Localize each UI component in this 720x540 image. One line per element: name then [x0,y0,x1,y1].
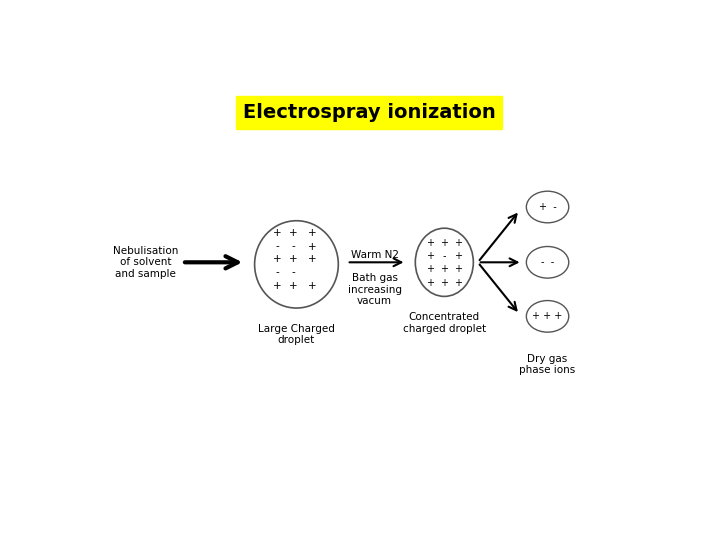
Text: +: + [454,238,462,248]
Text: -: - [443,251,446,261]
Text: +: + [307,254,316,265]
Text: +: + [441,265,449,274]
Text: -: - [292,267,295,277]
Text: +: + [426,251,434,261]
Text: -: - [275,241,279,252]
Text: +: + [426,278,434,288]
Text: +: + [441,238,449,248]
Text: +: + [289,228,298,238]
Text: +: + [426,238,434,248]
Text: +: + [307,228,316,238]
Text: Dry gas
phase ions: Dry gas phase ions [519,354,576,375]
Text: Electrospray ionization: Electrospray ionization [243,103,495,122]
Text: Concentrated
charged droplet: Concentrated charged droplet [402,312,486,334]
Text: +: + [454,251,462,261]
Text: +: + [441,278,449,288]
Text: -  -: - - [541,257,554,267]
Text: +: + [454,265,462,274]
Text: +: + [426,265,434,274]
Text: +: + [307,281,316,292]
Text: Large Charged
droplet: Large Charged droplet [258,324,335,346]
Text: + + +: + + + [532,312,563,321]
Text: +: + [273,228,282,238]
Text: +: + [454,278,462,288]
Text: -: - [275,267,279,277]
Text: -: - [292,241,295,252]
Text: +: + [273,254,282,265]
Text: Nebulisation
of solvent
and sample: Nebulisation of solvent and sample [113,246,179,279]
Text: +  -: + - [539,202,557,212]
Text: +: + [273,281,282,292]
Text: +: + [289,254,298,265]
Text: +: + [307,241,316,252]
Text: +: + [289,281,298,292]
Text: Warm N2

Bath gas
increasing
vacum: Warm N2 Bath gas increasing vacum [348,250,402,306]
